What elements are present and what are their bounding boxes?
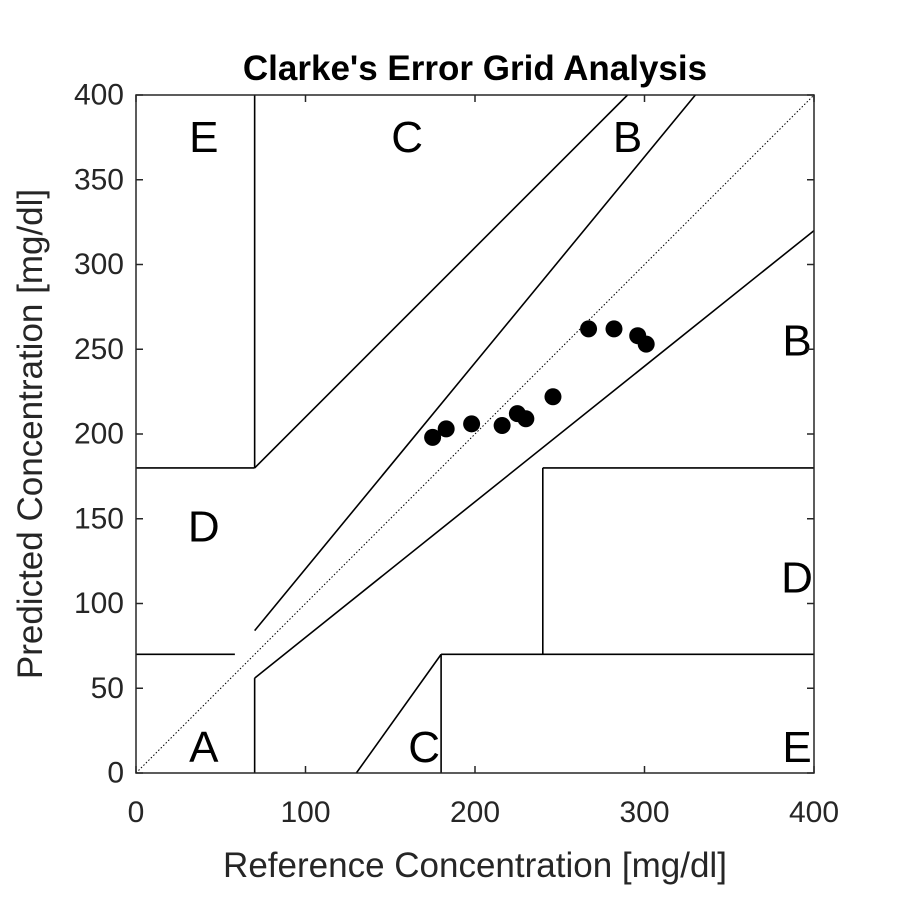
chart-title: Clarke's Error Grid Analysis [243, 49, 707, 88]
y-tick-label: 150 [74, 502, 124, 535]
data-point [605, 320, 623, 338]
data-point [544, 388, 562, 406]
y-tick-label: 50 [91, 672, 124, 705]
zone-boundaries [136, 94, 815, 774]
identity-line [135, 94, 815, 774]
identity-line-group [135, 94, 815, 774]
zone-label: E [782, 723, 811, 772]
zone-label: E [189, 113, 218, 162]
y-axis: 0 50 100 150 200 250 300 350 400 [74, 79, 814, 790]
data-points [424, 320, 655, 446]
data-point [580, 320, 598, 338]
zone-label: B [782, 316, 811, 365]
x-tick-label: 100 [280, 796, 330, 829]
zone-label: C [408, 723, 440, 772]
data-point [424, 428, 442, 446]
y-tick-label: 0 [107, 757, 124, 790]
y-tick-label: 100 [74, 587, 124, 620]
x-axis: 0 100 200 300 400 [128, 95, 839, 829]
y-tick-label: 250 [74, 333, 124, 366]
zone-labels: E C B B D D A C E [188, 113, 813, 772]
zone-boundary-line [254, 94, 629, 469]
zone-boundary-line [254, 94, 696, 632]
x-tick-label: 400 [789, 796, 839, 829]
zone-boundary-line [254, 229, 815, 679]
data-point [493, 417, 511, 435]
x-axis-title: Reference Concentration [mg/dl] [223, 846, 727, 885]
x-tick-label: 200 [450, 796, 500, 829]
zone-label: D [781, 554, 813, 603]
data-point [437, 420, 455, 438]
data-point [463, 415, 481, 433]
zone-boundary-line [355, 653, 442, 774]
zone-label: A [189, 723, 219, 772]
y-tick-label: 350 [74, 163, 124, 196]
zone-label: C [391, 113, 423, 162]
x-tick-label: 300 [619, 796, 669, 829]
y-tick-label: 400 [74, 79, 124, 112]
zone-label: B [613, 113, 642, 162]
y-tick-label: 300 [74, 248, 124, 281]
y-tick-label: 200 [74, 418, 124, 451]
y-axis-title: Predicted Concentration [mg/dl] [11, 189, 50, 679]
x-tick-label: 0 [128, 796, 145, 829]
data-point [637, 335, 655, 353]
zone-label: D [188, 503, 220, 552]
data-point [517, 410, 535, 428]
